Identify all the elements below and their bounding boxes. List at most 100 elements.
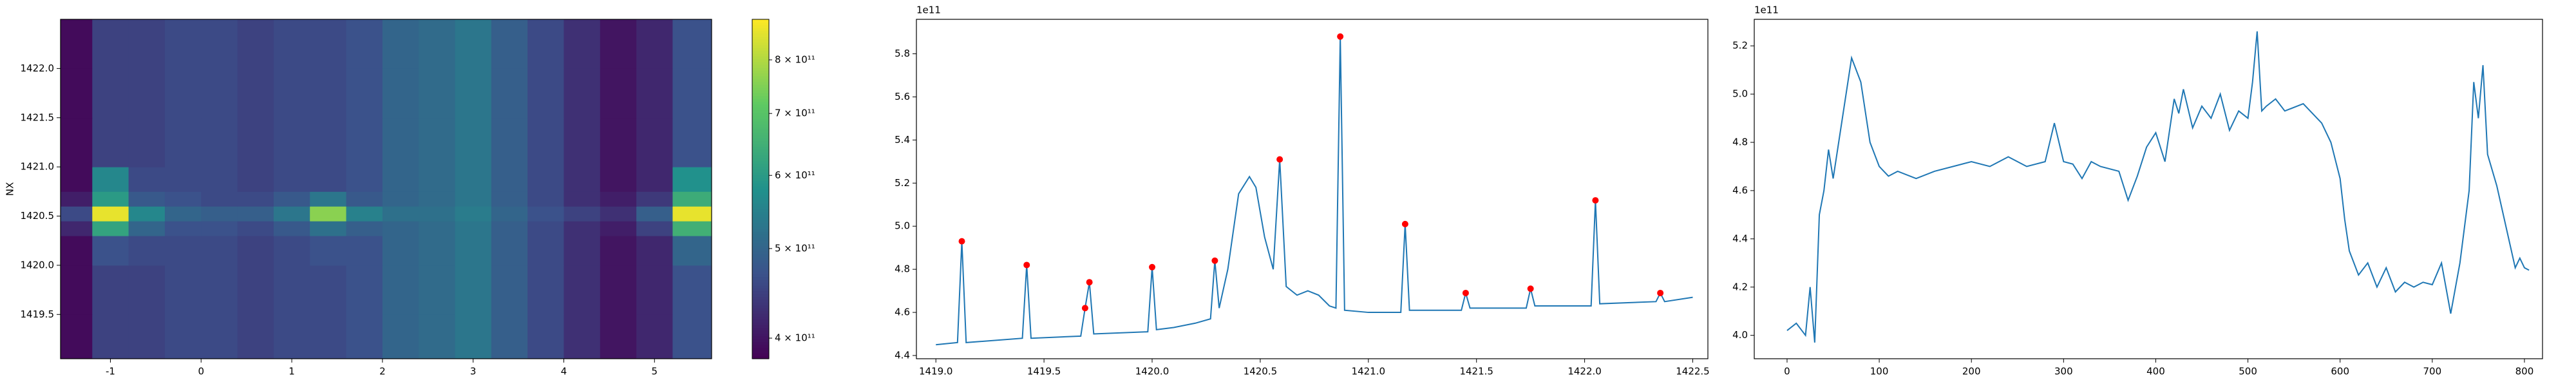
line-series bbox=[1786, 31, 2530, 343]
heatmap-cell bbox=[672, 265, 712, 315]
colorbar-swatch bbox=[752, 234, 769, 238]
colorbar-swatch bbox=[752, 282, 769, 286]
colorbar-swatch bbox=[752, 61, 769, 65]
heatmap-cell bbox=[128, 191, 166, 207]
colorbar-swatch bbox=[752, 177, 769, 181]
colorbar-swatch bbox=[752, 228, 769, 232]
line-series bbox=[936, 36, 1693, 346]
heatmap-cell bbox=[600, 191, 637, 207]
heatmap-cell bbox=[273, 265, 310, 315]
heatmap-cell bbox=[636, 68, 673, 119]
heatmap-cell bbox=[564, 314, 601, 359]
colorbar-swatch bbox=[752, 336, 769, 339]
heatmap-cell bbox=[382, 19, 419, 69]
colorbar-swatch bbox=[752, 254, 769, 258]
x-tick-label: 0 bbox=[198, 366, 204, 377]
heatmap-cell bbox=[128, 236, 166, 266]
heatmap-cell bbox=[346, 314, 383, 359]
y-tick-label: 1420.5 bbox=[21, 210, 55, 222]
heatmap-cell bbox=[61, 314, 93, 359]
heatmap-cell bbox=[600, 206, 637, 222]
heatmap-cell bbox=[61, 191, 93, 207]
heatmap-cell bbox=[636, 117, 673, 167]
colorbar-swatch bbox=[752, 84, 769, 88]
colorbar-swatch bbox=[752, 50, 769, 54]
heatmap-cell bbox=[310, 265, 347, 315]
colorbar-swatch bbox=[752, 293, 769, 297]
panel: 1e11 0 100 200 300 400 500 600 700 800 4.0 4.2 4.4 4.… bbox=[1732, 5, 2543, 377]
heatmap-cell bbox=[92, 191, 129, 207]
heatmap-cell bbox=[491, 19, 528, 69]
heatmap-cell bbox=[600, 221, 637, 236]
colorbar-swatch bbox=[752, 180, 769, 184]
colorbar-swatch bbox=[752, 333, 769, 337]
axes-frame bbox=[60, 19, 712, 359]
heatmap-cell bbox=[346, 206, 383, 222]
colorbar-swatch bbox=[752, 327, 769, 331]
heatmap-cell bbox=[419, 191, 456, 207]
heatmap-cell bbox=[672, 191, 712, 207]
heatmap-cell bbox=[419, 167, 456, 192]
x-tick-label: 200 bbox=[1962, 366, 1981, 377]
colorbar-swatch bbox=[752, 175, 769, 178]
colorbar-swatch bbox=[752, 305, 769, 308]
heatmap-cell bbox=[128, 221, 166, 236]
heatmap-cell bbox=[382, 191, 419, 207]
colorbar-swatch bbox=[752, 220, 769, 223]
colorbar-tick-label: 4 × 10¹¹ bbox=[775, 332, 815, 344]
heatmap-cell bbox=[672, 221, 712, 236]
heatmap-cell bbox=[491, 236, 528, 266]
y-tick-label: 5.0 bbox=[895, 220, 910, 232]
colorbar-swatch bbox=[752, 81, 769, 85]
colorbar-swatch bbox=[752, 288, 769, 292]
colorbar-swatch bbox=[752, 200, 769, 204]
colorbar-swatch bbox=[752, 115, 769, 119]
peak-point bbox=[1527, 285, 1534, 292]
heatmap-cell bbox=[419, 314, 456, 359]
colorbar-swatch bbox=[752, 260, 769, 263]
heatmap-cell bbox=[455, 206, 492, 222]
heatmap-cell bbox=[128, 19, 166, 69]
peak-point bbox=[1462, 289, 1469, 296]
heatmap-cell bbox=[600, 236, 637, 266]
colorbar-swatch bbox=[752, 325, 769, 328]
heatmap-cell bbox=[310, 19, 347, 69]
heatmap-cell bbox=[600, 167, 637, 192]
plot-area bbox=[1786, 31, 2530, 343]
colorbar-swatch bbox=[752, 44, 769, 48]
colorbar-swatch bbox=[752, 22, 769, 26]
heatmap-cell bbox=[527, 206, 564, 222]
colorbar-swatch bbox=[752, 240, 769, 243]
colorbar-swatch bbox=[752, 73, 769, 77]
heatmap-cell bbox=[92, 221, 129, 236]
heatmap-cell bbox=[636, 191, 673, 207]
heatmap-cell bbox=[527, 68, 564, 119]
heatmap-cell bbox=[491, 314, 528, 359]
colorbar-swatch bbox=[752, 270, 769, 274]
colorbar-swatch bbox=[752, 135, 769, 139]
colorbar-swatch bbox=[752, 276, 769, 280]
x-tick-label: 700 bbox=[2423, 366, 2442, 377]
colorbar-swatch bbox=[752, 79, 769, 82]
x-tick-label: 5 bbox=[652, 366, 658, 377]
heatmap-cell bbox=[61, 167, 93, 192]
heatmap-cell bbox=[491, 191, 528, 207]
heatmap-cell bbox=[92, 19, 129, 69]
colorbar-swatch bbox=[752, 194, 769, 198]
colorbar-swatch bbox=[752, 248, 769, 252]
colorbar-swatch bbox=[752, 47, 769, 51]
heatmap-cell bbox=[382, 68, 419, 119]
heatmap-cell bbox=[92, 167, 129, 192]
heatmap-cell bbox=[310, 206, 347, 222]
colorbar-tick-label: 7 × 10¹¹ bbox=[775, 108, 815, 119]
y-tick-label: 5.2 bbox=[895, 177, 910, 189]
heatmap-cell bbox=[128, 167, 166, 192]
colorbar-tick-label: 8 × 10¹¹ bbox=[775, 53, 815, 65]
heatmap-cell bbox=[201, 19, 238, 69]
colorbar-swatch bbox=[752, 24, 769, 28]
heatmap-cell bbox=[600, 68, 637, 119]
heatmap-cell bbox=[455, 68, 492, 119]
heatmap-cell bbox=[419, 265, 456, 315]
heatmap-cell bbox=[491, 117, 528, 167]
